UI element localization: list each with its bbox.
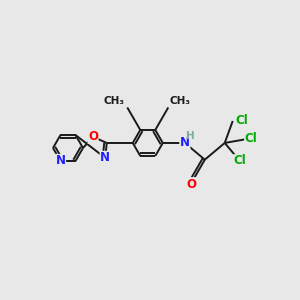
Text: Cl: Cl: [236, 115, 248, 128]
Text: O: O: [187, 178, 197, 191]
Text: N: N: [180, 136, 190, 149]
Text: H: H: [185, 131, 194, 141]
Text: N: N: [56, 154, 65, 167]
Text: N: N: [100, 152, 110, 164]
Text: CH₃: CH₃: [169, 96, 190, 106]
Text: Cl: Cl: [233, 154, 246, 167]
Text: CH₃: CH₃: [103, 96, 124, 106]
Text: O: O: [88, 130, 98, 143]
Text: Cl: Cl: [244, 132, 257, 146]
